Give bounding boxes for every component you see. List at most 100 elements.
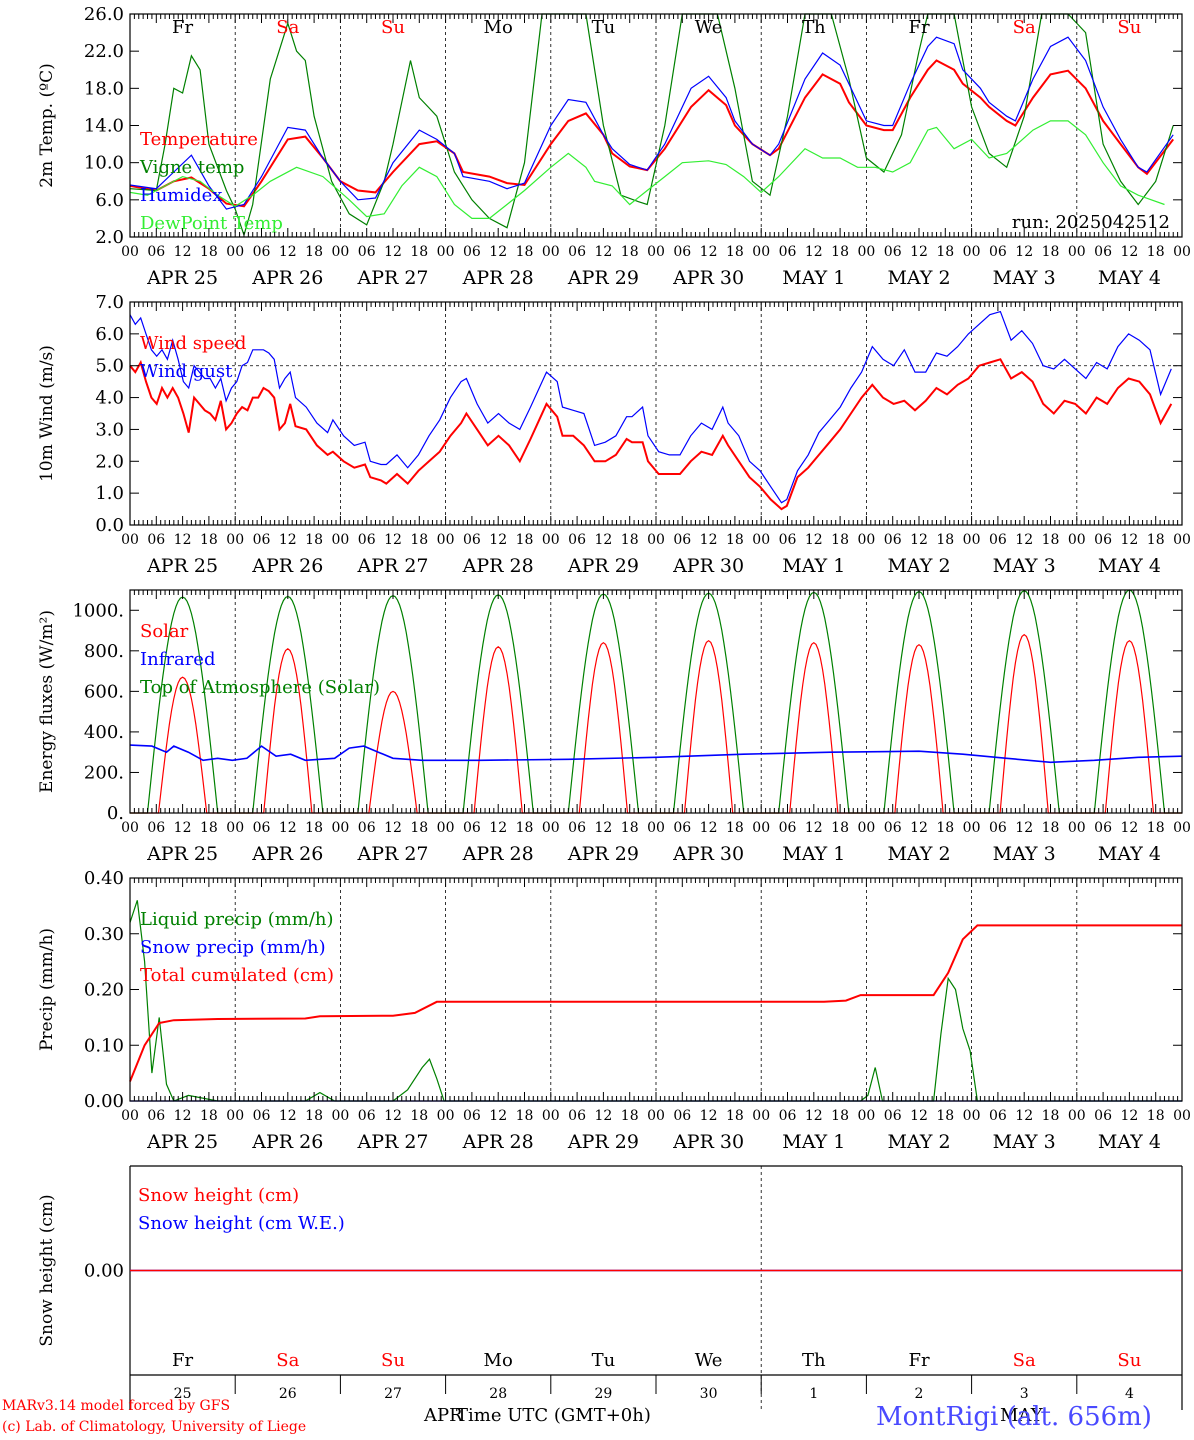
date-label: APR 29 — [567, 555, 639, 577]
weekday-label: Mo — [484, 1350, 513, 1371]
x-tick-label: 12 — [805, 820, 823, 836]
date-label: APR 25 — [146, 843, 218, 865]
date-label: MAY 2 — [887, 1131, 950, 1153]
x-tick-label: 06 — [1094, 244, 1112, 260]
weekday-label: Tu — [592, 1350, 616, 1371]
x-tick-label: 06 — [147, 532, 165, 548]
x-tick-label: 06 — [147, 820, 165, 836]
x-tick-label: 00 — [963, 532, 981, 548]
month-label-apr: APR — [424, 1405, 463, 1426]
x-tick-label: 18 — [305, 532, 323, 548]
series-dewpoint-temp — [129, 120, 1165, 219]
y-tick-label: 4.0 — [95, 388, 124, 409]
x-tick-label: 12 — [1120, 532, 1138, 548]
x-tick-label: 18 — [516, 820, 534, 836]
x-tick-label: 18 — [200, 820, 218, 836]
series-top-of-atmosphere — [130, 589, 1182, 814]
y-tick-label: 6.0 — [95, 190, 124, 211]
x-tick-label: 00 — [752, 244, 770, 260]
y-tick-label: 2.0 — [95, 227, 124, 248]
y-tick-label: 5.0 — [95, 356, 124, 377]
date-label: APR 29 — [567, 267, 639, 289]
x-tick-label: 06 — [147, 1108, 165, 1124]
date-label: APR 27 — [356, 1131, 428, 1153]
x-tick-label: 00 — [963, 820, 981, 836]
x-tick-label: 00 — [963, 244, 981, 260]
legend-entry: DewPoint Temp — [140, 213, 283, 234]
x-tick-label: 00 — [542, 532, 560, 548]
month-label-may: MAY — [1000, 1405, 1043, 1426]
weekday-label: Su — [381, 17, 405, 38]
x-tick-label: 18 — [621, 244, 639, 260]
legend-entry: Wind speed — [140, 333, 246, 354]
date-label: APR 27 — [356, 843, 428, 865]
x-tick-label: 12 — [910, 244, 928, 260]
x-tick-label: 06 — [989, 532, 1007, 548]
legend-entry: Total cumulated (cm) — [140, 965, 334, 986]
weekday-label: Sa — [276, 1350, 299, 1371]
date-label: APR 26 — [251, 555, 323, 577]
day-number: 1 — [809, 1386, 818, 1402]
date-label: MAY 4 — [1098, 1131, 1161, 1153]
x-tick-label: 06 — [673, 532, 691, 548]
x-tick-label: 00 — [121, 820, 139, 836]
x-tick-label: 00 — [331, 244, 349, 260]
x-tick-label: 12 — [910, 820, 928, 836]
x-tick-label: 00 — [1068, 820, 1086, 836]
weekday-label: Tu — [592, 17, 616, 38]
x-tick-label: 00 — [437, 1108, 455, 1124]
x-tick-label: 12 — [1015, 244, 1033, 260]
y-tick-label: 0.00 — [84, 1091, 124, 1112]
x-tick-label: 06 — [989, 244, 1007, 260]
x-tick-label: 18 — [410, 244, 428, 260]
series-wind-speed — [129, 358, 1173, 511]
x-tick-label: 18 — [305, 244, 323, 260]
x-axis-title: Time UTC (GMT+0h) — [456, 1405, 651, 1426]
x-tick-label: 00 — [1068, 1108, 1086, 1124]
x-tick-label: 00 — [647, 1108, 665, 1124]
x-tick-label: 12 — [700, 820, 718, 836]
x-tick-label: 18 — [936, 532, 954, 548]
x-tick-label: 12 — [279, 532, 297, 548]
x-tick-label: 00 — [542, 244, 560, 260]
day-number: 4 — [1125, 1386, 1134, 1402]
date-label: APR 26 — [251, 1131, 323, 1153]
x-tick-label: 06 — [884, 244, 902, 260]
x-tick-label: 06 — [673, 820, 691, 836]
date-label: APR 30 — [672, 1131, 744, 1153]
date-label: MAY 4 — [1098, 843, 1161, 865]
x-tick-label: 18 — [410, 1108, 428, 1124]
weekday-label: Sa — [1013, 1350, 1036, 1371]
y-tick-label: 0.00 — [84, 1261, 124, 1282]
day-number: 3 — [1020, 1386, 1029, 1402]
x-tick-label: 12 — [384, 244, 402, 260]
x-tick-label: 06 — [253, 532, 271, 548]
x-tick-label: 18 — [726, 244, 744, 260]
y-tick-label: 200. — [84, 762, 124, 783]
x-tick-label: 12 — [594, 532, 612, 548]
x-tick-label: 12 — [594, 1108, 612, 1124]
legend-entry: Top of Atmosphere (Solar) — [140, 677, 380, 698]
x-tick-label: 00 — [1173, 1108, 1191, 1124]
x-tick-label: 06 — [253, 244, 271, 260]
lab-credit: (c) Lab. of Climatology, University of L… — [2, 1419, 307, 1435]
x-tick-label: 18 — [621, 532, 639, 548]
legend-entry: Snow precip (mm/h) — [140, 937, 326, 958]
date-label: MAY 1 — [782, 267, 845, 289]
x-tick-label: 06 — [463, 1108, 481, 1124]
date-label: MAY 1 — [782, 1131, 845, 1153]
x-tick-label: 06 — [568, 532, 586, 548]
legend-entry: Infrared — [140, 649, 215, 670]
x-tick-label: 06 — [1094, 1108, 1112, 1124]
snow-panel: 0.00 Snow height (cm) Snow height (cm) Snow… — [37, 1165, 1183, 1410]
weekday-label: Su — [1117, 1350, 1141, 1371]
x-tick-label: 00 — [752, 820, 770, 836]
weekday-label: Su — [381, 1350, 405, 1371]
temperature-panel: Fr Sa Su Mo Tu We Th Fr Sa Su Temperature Vigne tem… — [37, 4, 1191, 289]
x-tick-label: 18 — [200, 1108, 218, 1124]
legend-entry: Snow height (cm) — [138, 1185, 299, 1206]
y-tick-label: 3.0 — [95, 419, 124, 440]
precip-panel: Liquid precip (mm/h) Snow precip (mm/h) To… — [37, 868, 1191, 1153]
date-label: MAY 4 — [1098, 555, 1161, 577]
x-tick-label: 00 — [1068, 244, 1086, 260]
